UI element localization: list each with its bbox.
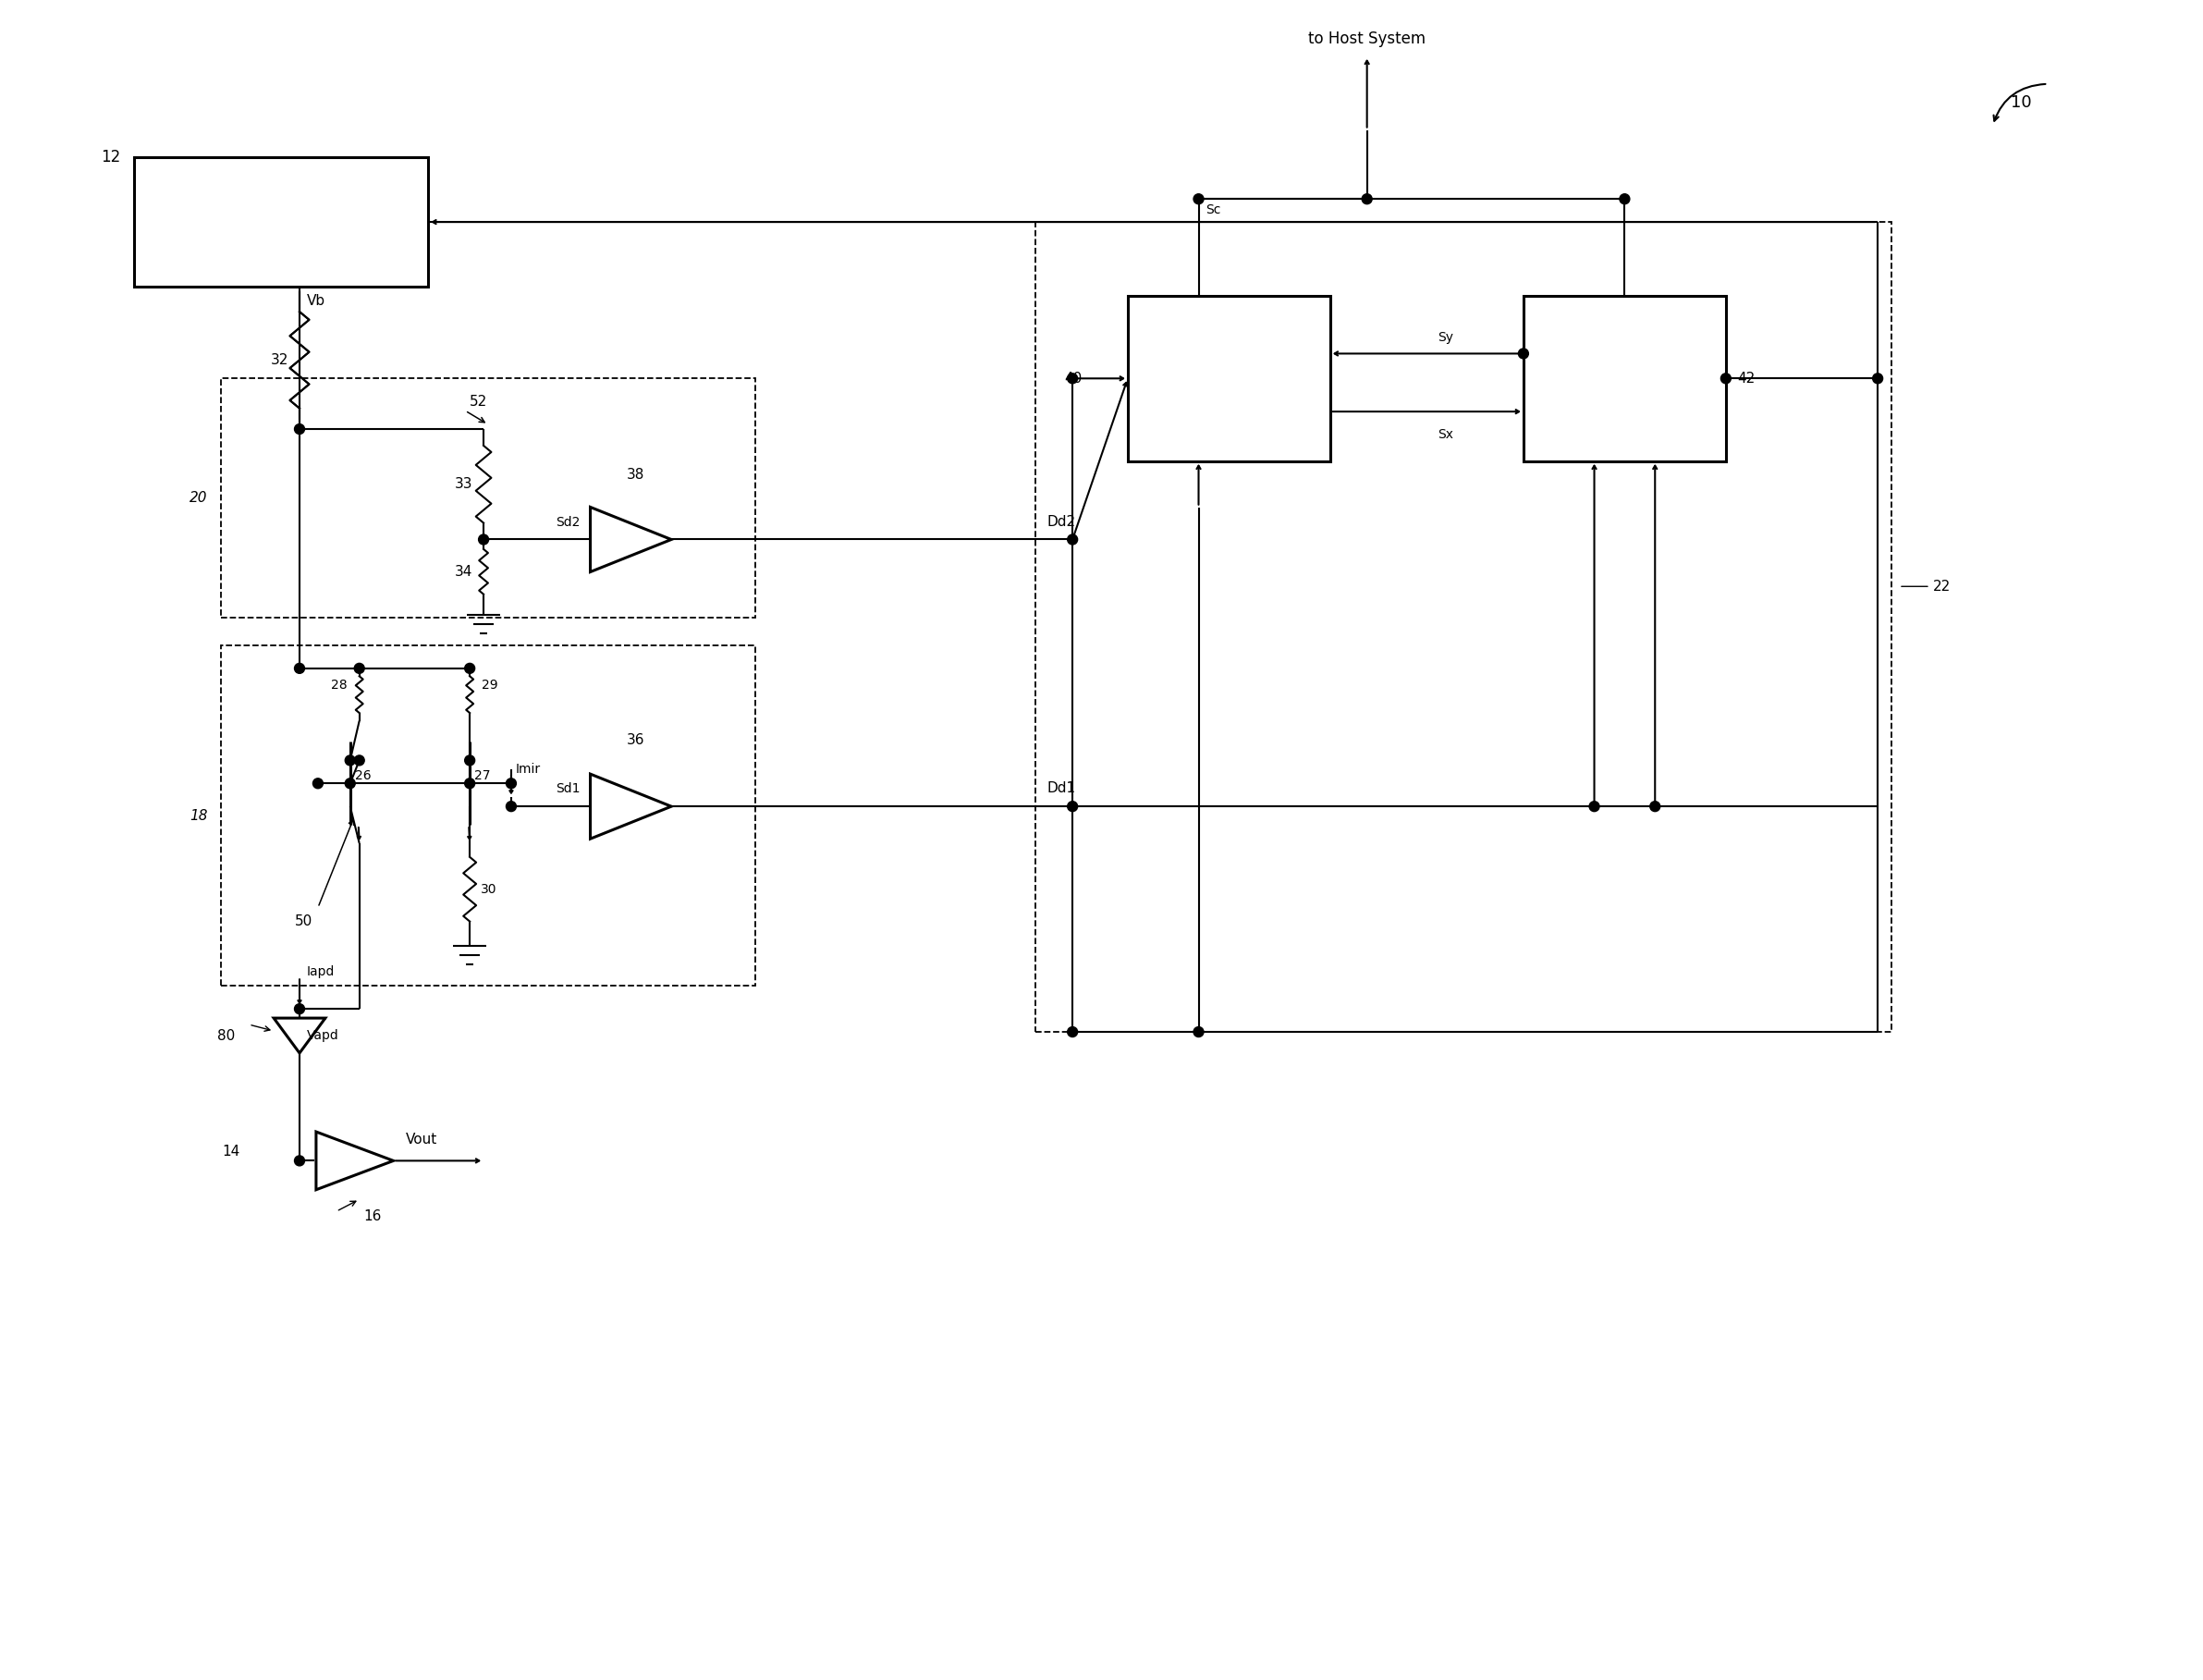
Circle shape (295, 423, 304, 433)
Text: 52: 52 (469, 395, 487, 408)
Polygon shape (273, 1018, 326, 1053)
Text: Sy: Sy (1436, 331, 1454, 344)
Text: 50: 50 (295, 914, 313, 929)
Text: 26: 26 (355, 769, 370, 783)
Circle shape (465, 664, 476, 674)
Text: 36: 36 (626, 732, 643, 748)
Text: 32: 32 (271, 353, 289, 366)
Bar (1035, 222, 1892, 1032)
Text: to Host System: to Host System (1309, 30, 1425, 47)
Circle shape (295, 1156, 304, 1166)
Circle shape (346, 778, 355, 788)
Bar (1128, 296, 1331, 462)
Circle shape (1518, 348, 1529, 358)
Circle shape (1721, 373, 1732, 383)
Text: 12: 12 (101, 150, 121, 166)
Circle shape (1068, 1026, 1077, 1037)
Circle shape (1361, 193, 1372, 203)
Circle shape (1068, 373, 1077, 383)
Polygon shape (590, 774, 672, 838)
Text: 28: 28 (330, 679, 348, 692)
Text: 22: 22 (1932, 580, 1950, 593)
Bar (1524, 296, 1725, 462)
Text: Vout: Vout (405, 1132, 436, 1147)
Bar (134, 158, 427, 286)
Text: Dd1: Dd1 (1046, 781, 1075, 795)
Text: 14: 14 (223, 1144, 240, 1159)
Circle shape (1194, 193, 1203, 203)
Bar (220, 645, 756, 986)
Text: Dd2: Dd2 (1046, 514, 1075, 529)
Circle shape (478, 534, 489, 544)
Text: 18: 18 (189, 808, 207, 823)
Polygon shape (315, 1132, 394, 1189)
Circle shape (295, 664, 304, 674)
Text: Sc: Sc (1205, 203, 1220, 217)
Circle shape (507, 801, 516, 811)
Circle shape (295, 1005, 304, 1015)
Text: Vb: Vb (306, 294, 326, 307)
Circle shape (1619, 193, 1630, 203)
Text: 30: 30 (480, 882, 498, 895)
Circle shape (1873, 373, 1884, 383)
Text: Sd1: Sd1 (555, 783, 579, 795)
Text: 42: 42 (1736, 371, 1756, 385)
Text: 40: 40 (1064, 371, 1082, 385)
Circle shape (465, 778, 476, 788)
Bar (220, 378, 756, 618)
Circle shape (1068, 534, 1077, 544)
Circle shape (355, 756, 363, 766)
Text: 29: 29 (482, 679, 498, 692)
Text: 33: 33 (454, 477, 471, 491)
Circle shape (313, 778, 324, 788)
Text: 16: 16 (363, 1210, 381, 1223)
Circle shape (1650, 801, 1661, 811)
Circle shape (355, 664, 363, 674)
Text: 38: 38 (626, 469, 643, 482)
Circle shape (1068, 801, 1077, 811)
Text: 10: 10 (2011, 94, 2031, 111)
Circle shape (1588, 801, 1599, 811)
Text: Sx: Sx (1436, 428, 1454, 442)
Polygon shape (590, 507, 672, 571)
Text: Imir: Imir (516, 763, 542, 776)
Text: Sd2: Sd2 (555, 516, 579, 529)
Text: 27: 27 (474, 769, 491, 783)
Text: 80: 80 (218, 1028, 236, 1043)
Circle shape (465, 756, 476, 766)
Text: 20: 20 (189, 491, 207, 506)
Text: Vapd: Vapd (306, 1030, 339, 1042)
Circle shape (507, 778, 516, 788)
Circle shape (1194, 1026, 1203, 1037)
Circle shape (346, 756, 355, 766)
Text: 34: 34 (454, 564, 471, 578)
Text: Iapd: Iapd (306, 966, 335, 978)
